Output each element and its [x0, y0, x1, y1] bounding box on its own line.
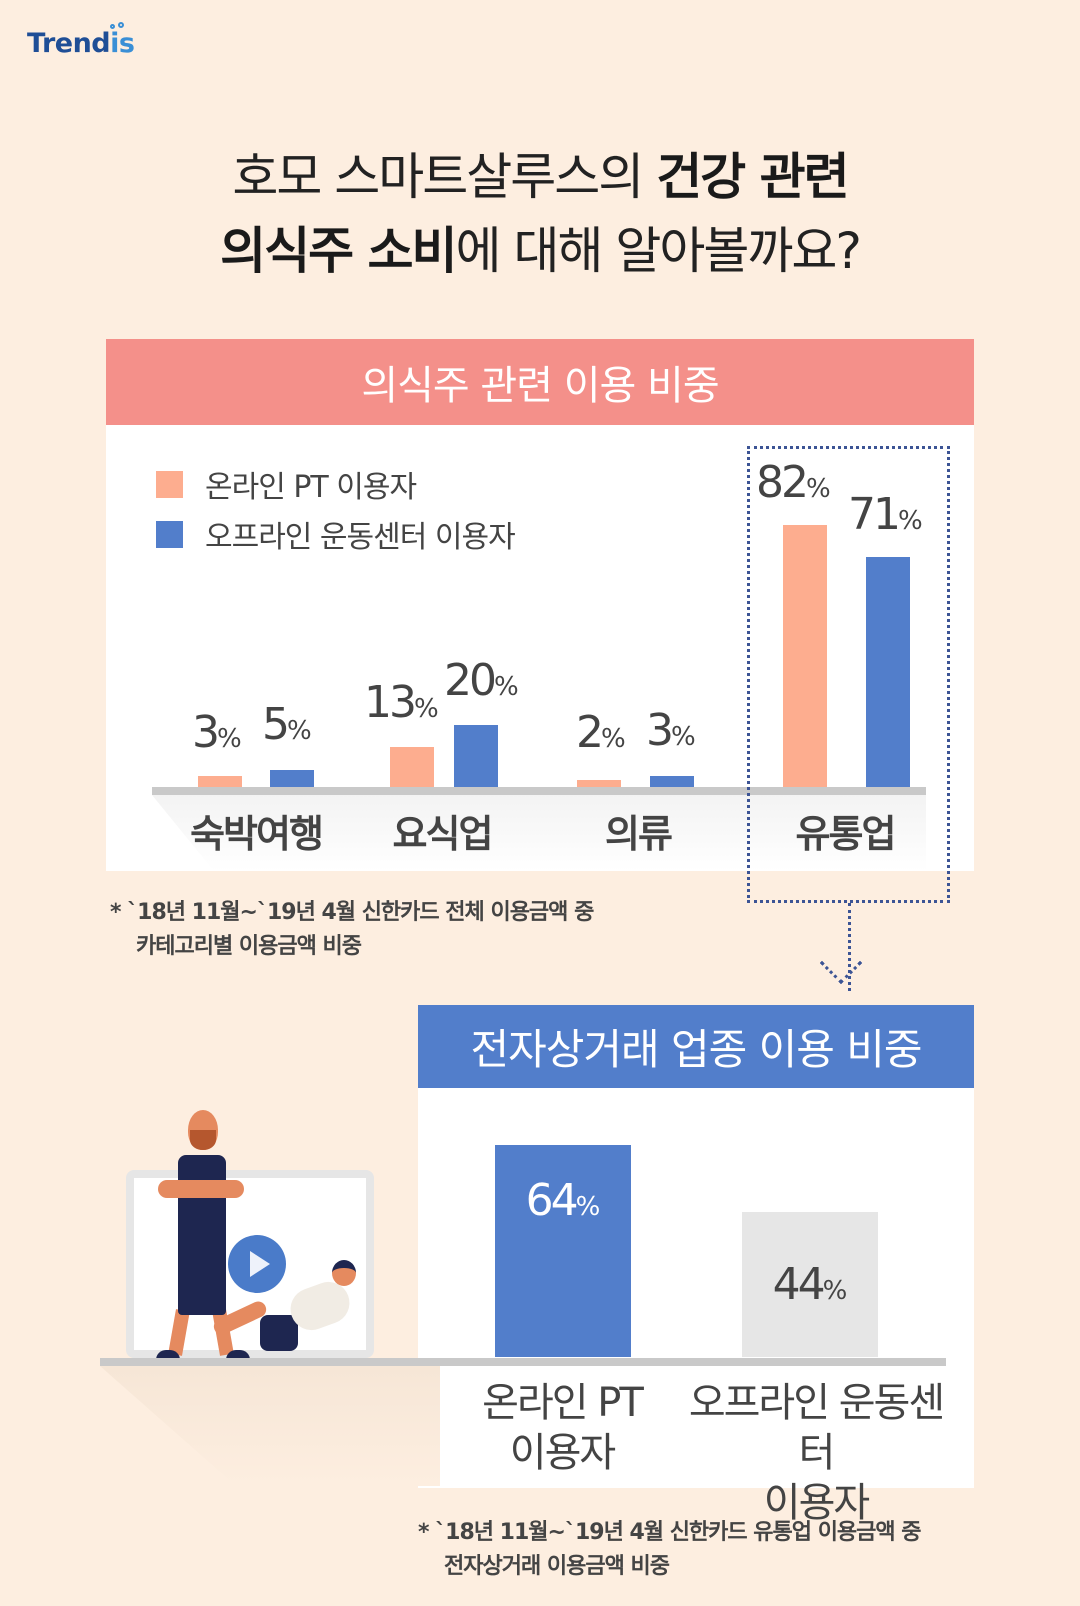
- category-label-offline-gym: 오프라인 운동센터 이용자: [676, 1378, 956, 1528]
- play-button-icon: [228, 1235, 286, 1293]
- value-label-online-pt: 64%: [525, 1175, 601, 1226]
- online-pt-illustration: [120, 1110, 380, 1362]
- baseline-shadow: [152, 795, 926, 871]
- trainer-arms: [158, 1180, 244, 1198]
- value-label-online-clothing: 2%: [576, 707, 626, 758]
- legend-swatch-offline-icon: [156, 520, 183, 548]
- value-label-online-food: 13%: [364, 677, 439, 728]
- chart1-title: 의식주 관련 이용 비중: [106, 339, 974, 425]
- category-label: 의류: [605, 812, 673, 856]
- logo-text: Trend: [27, 28, 111, 59]
- headline-line1-bold: 건강 관련: [656, 148, 849, 206]
- legend-swatch-online-icon: [156, 470, 183, 498]
- headline-line2-bold: 의식주 소비: [220, 222, 457, 280]
- category-label-line: 오프라인 운동센터: [688, 1380, 945, 1476]
- bar-offline-clothing: [650, 776, 694, 787]
- value-label-online-lodging: 3%: [192, 707, 242, 758]
- bar-online-food: [390, 747, 434, 787]
- category-label: 유통업: [795, 812, 897, 856]
- value-label-offline-retail: 71%: [848, 489, 923, 540]
- chart1-panel: 의식주 관련 이용 비중 온라인 PT 이용자 오프라인 운동센터 이용자 3%…: [106, 339, 974, 871]
- category-label-line: 온라인 PT: [482, 1380, 644, 1426]
- chart1-baseline: [152, 787, 926, 795]
- category-label-line: 이용자: [763, 1480, 870, 1526]
- footnote-line: 카테고리별 이용금액 비중: [136, 934, 362, 959]
- value-label-online-retail: 82%: [756, 457, 831, 508]
- page-headline: 호모 스마트살루스의 건강 관련 의식주 소비에 대해 알아볼까요?: [0, 140, 1080, 288]
- legend-label: 온라인 PT 이용자: [205, 470, 417, 505]
- trendis-logo: Trendis: [27, 22, 135, 59]
- arrow-head-icon: [819, 941, 863, 985]
- chart2-title: 전자상거래 업종 이용 비중: [418, 1005, 974, 1088]
- chart1-legend: 온라인 PT 이용자 오프라인 운동센터 이용자: [156, 459, 516, 559]
- bar-online-retail: [783, 525, 827, 787]
- bar-online-pt-ecommerce: [495, 1145, 631, 1357]
- category-label: 요식업: [392, 812, 494, 856]
- chart2-baseline: [100, 1358, 946, 1366]
- bar-offline-gym-ecommerce: [742, 1212, 878, 1357]
- bar-offline-retail: [866, 557, 910, 787]
- client-head: [332, 1260, 356, 1286]
- category-label-online-pt: 온라인 PT 이용자: [462, 1378, 662, 1478]
- legend-label: 오프라인 운동센터 이용자: [205, 520, 516, 555]
- value-label-offline-clothing: 3%: [646, 705, 696, 756]
- footnote-line: * `18년 11월~`19년 4월 신한카드 전체 이용금액 중: [110, 900, 594, 925]
- logo-accent-text: is: [110, 28, 135, 59]
- trainer-beard: [190, 1130, 216, 1150]
- legend-item-online-pt: 온라인 PT 이용자: [156, 459, 515, 509]
- chart2-panel: 전자상거래 업종 이용 비중 64% 44%: [418, 1005, 974, 1488]
- bar-offline-lodging: [270, 770, 314, 787]
- logo-dots-icon: [110, 22, 130, 32]
- down-arrow-icon: [848, 903, 851, 991]
- legend-item-offline-gym: 오프라인 운동센터 이용자: [156, 509, 516, 559]
- chart2-footnote: * `18년 11월~`19년 4월 신한카드 유통업 이용금액 중 전자상거래…: [418, 1516, 922, 1584]
- trainer-figure: [178, 1155, 226, 1315]
- retail-highlight-box: [747, 446, 950, 903]
- client-shorts: [260, 1315, 298, 1351]
- footnote-line: 전자상거래 이용금액 비중: [444, 1554, 670, 1579]
- headline-line2-regular: 에 대해 알아볼까요?: [455, 222, 862, 280]
- bar-offline-food: [454, 725, 498, 787]
- bar-online-clothing: [577, 780, 621, 787]
- baseline-shadow: [100, 1366, 440, 1486]
- value-label-offline-gym: 44%: [772, 1259, 848, 1310]
- chart1-footnote: * `18년 11월~`19년 4월 신한카드 전체 이용금액 중 카테고리별 …: [110, 896, 594, 964]
- value-label-offline-food: 20%: [444, 655, 519, 706]
- headline-line1-regular: 호모 스마트살루스의: [232, 148, 657, 206]
- footnote-line: * `18년 11월~`19년 4월 신한카드 유통업 이용금액 중: [418, 1520, 922, 1545]
- bar-online-lodging: [198, 776, 242, 787]
- value-label-offline-lodging: 5%: [262, 699, 312, 750]
- category-label: 숙박여행: [190, 812, 324, 856]
- category-label-line: 이용자: [509, 1430, 616, 1476]
